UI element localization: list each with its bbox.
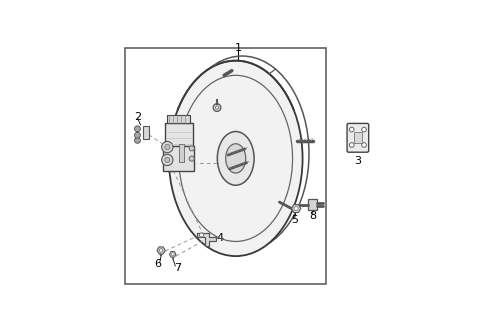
Bar xyxy=(354,132,362,144)
Circle shape xyxy=(136,134,139,137)
Circle shape xyxy=(189,146,194,151)
Circle shape xyxy=(213,104,221,112)
Circle shape xyxy=(135,132,140,138)
Circle shape xyxy=(165,145,170,150)
Bar xyxy=(143,126,149,139)
Polygon shape xyxy=(197,233,216,246)
Bar xyxy=(164,146,194,171)
Text: 5: 5 xyxy=(291,215,299,225)
Circle shape xyxy=(171,253,174,256)
Ellipse shape xyxy=(217,132,254,185)
Bar xyxy=(125,48,326,285)
Circle shape xyxy=(136,139,139,142)
Circle shape xyxy=(200,233,204,237)
Bar xyxy=(179,145,184,163)
Circle shape xyxy=(162,141,173,153)
Circle shape xyxy=(349,127,354,132)
Circle shape xyxy=(216,106,218,109)
Ellipse shape xyxy=(226,144,246,173)
Circle shape xyxy=(159,248,163,252)
Circle shape xyxy=(135,138,140,143)
Bar xyxy=(165,123,193,148)
Circle shape xyxy=(189,156,194,161)
Circle shape xyxy=(135,126,140,132)
Text: 8: 8 xyxy=(309,211,316,221)
Text: 3: 3 xyxy=(354,156,361,166)
Circle shape xyxy=(362,127,366,132)
Text: 1: 1 xyxy=(235,43,242,53)
Circle shape xyxy=(162,154,173,166)
Circle shape xyxy=(349,143,354,147)
Bar xyxy=(308,199,317,210)
Text: 2: 2 xyxy=(134,112,142,122)
Text: 4: 4 xyxy=(216,233,223,243)
FancyBboxPatch shape xyxy=(347,123,369,152)
Text: 6: 6 xyxy=(155,259,162,269)
Circle shape xyxy=(362,143,366,147)
Text: 7: 7 xyxy=(174,263,181,273)
Bar xyxy=(168,116,191,123)
Circle shape xyxy=(136,128,139,130)
Circle shape xyxy=(165,157,170,163)
Ellipse shape xyxy=(169,61,302,256)
Circle shape xyxy=(294,206,298,211)
